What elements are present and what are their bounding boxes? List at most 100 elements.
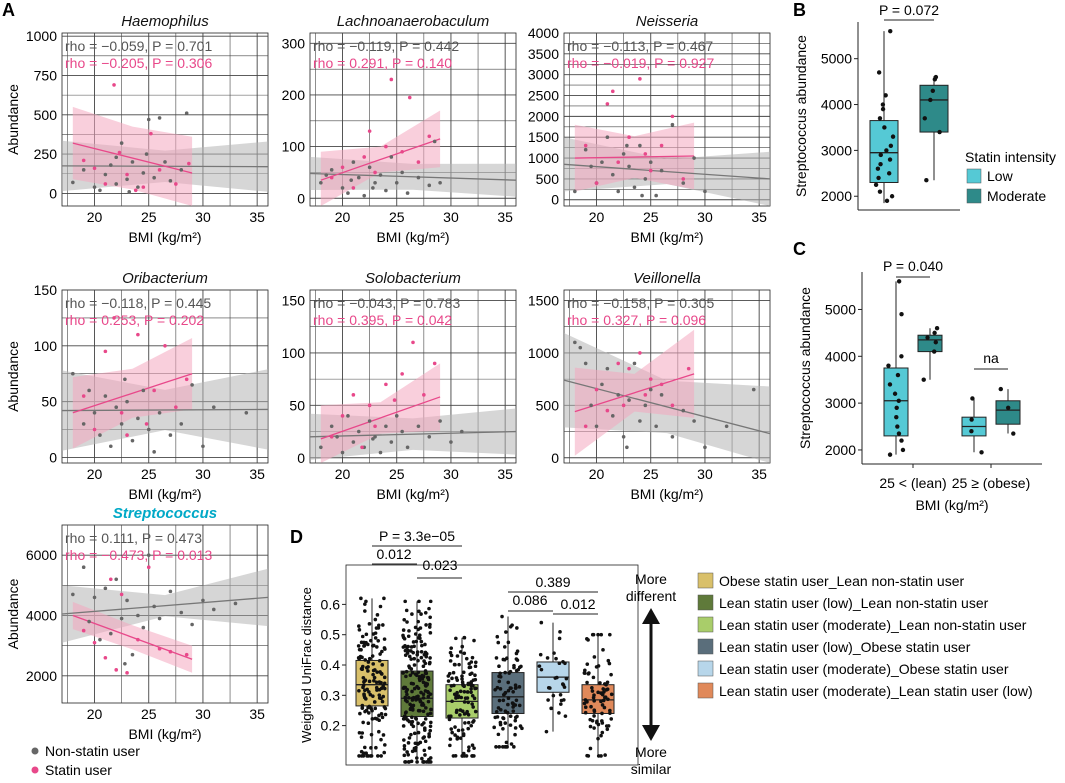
point-nonstatin (141, 171, 146, 175)
data-point (539, 667, 544, 672)
x-tick-label: 20 (87, 466, 103, 482)
x-axis-label: BMI (kg/m²) (128, 726, 201, 742)
point-nonstatin (233, 601, 238, 606)
data-point (382, 750, 387, 755)
data-point (503, 745, 507, 749)
data-point (899, 311, 904, 317)
data-point (405, 750, 409, 754)
point-statin (141, 185, 146, 189)
legend-title: Statin intensity (965, 149, 1056, 165)
point-nonstatin (81, 168, 86, 172)
data-point (380, 663, 385, 667)
data-point (428, 724, 433, 729)
data-point (899, 438, 904, 443)
x-tick-label: 35 (249, 706, 265, 722)
point-statin (81, 628, 86, 633)
y-tick-label: 1500 (528, 292, 559, 308)
point-nonstatin (71, 592, 75, 597)
point-statin (329, 434, 334, 439)
point-nonstatin (108, 631, 113, 636)
data-point (558, 630, 562, 634)
y-axis-label: Streptococcus abundance (793, 35, 809, 197)
data-point (447, 671, 452, 676)
legend-label: Obese statin user_Lean non-statin user (719, 573, 964, 589)
legend-label: Lean statin user (low)_Lean non-statin u… (719, 595, 989, 611)
data-point (467, 745, 471, 749)
data-point (586, 672, 591, 676)
data-point (382, 646, 387, 650)
data-point (934, 325, 940, 331)
point-statin (627, 135, 631, 140)
data-point (371, 632, 376, 636)
data-point (513, 726, 518, 730)
data-point (406, 760, 411, 764)
data-point (401, 628, 406, 632)
data-point (422, 735, 427, 739)
fit-line-statin (72, 614, 193, 660)
data-point (508, 723, 513, 727)
legend-swatch (697, 616, 714, 633)
x-tick-label: 25 (141, 466, 157, 482)
point-statin (362, 155, 367, 159)
point-nonstatin (119, 422, 124, 426)
data-point (382, 681, 387, 686)
data-point (458, 736, 463, 740)
point-nonstatin (610, 414, 615, 418)
data-point (461, 683, 465, 688)
data-point (599, 691, 603, 695)
data-point (455, 654, 460, 658)
point-nonstatin (384, 424, 388, 429)
y-tick-label: 0 (49, 449, 57, 465)
point-statin (157, 646, 162, 651)
x-tick-label: 20 (87, 706, 103, 722)
data-point (410, 706, 415, 711)
point-statin (605, 408, 610, 413)
data-point (425, 689, 430, 694)
point-nonstatin (427, 183, 432, 188)
point-nonstatin (335, 434, 339, 439)
data-point (513, 715, 518, 720)
point-statin (384, 382, 388, 387)
point-nonstatin (87, 619, 91, 624)
point-nonstatin (578, 345, 583, 350)
data-point (360, 664, 365, 669)
point-nonstatin (427, 434, 432, 439)
data-point (428, 692, 433, 696)
point-nonstatin (81, 565, 86, 570)
data-point (506, 640, 511, 645)
data-point (421, 680, 426, 685)
data-point (492, 725, 496, 730)
data-point (424, 760, 429, 764)
data-point (449, 684, 454, 688)
point-nonstatin (130, 438, 135, 443)
point-nonstatin (659, 168, 664, 173)
data-point (428, 615, 432, 620)
data-point (508, 686, 513, 690)
p-value-main: P = 3.3e−05 (379, 528, 455, 544)
point-nonstatin (616, 189, 621, 194)
fit-line-statin (72, 142, 193, 174)
data-point (454, 710, 459, 715)
x-tick-label: 30 (697, 466, 713, 482)
point-nonstatin (127, 190, 132, 194)
point-nonstatin (146, 117, 151, 122)
point-nonstatin (324, 173, 329, 177)
x-tick-label: 35 (249, 466, 265, 482)
data-point (357, 688, 361, 693)
y-tick-label: 0.6 (321, 596, 341, 612)
data-point (428, 760, 433, 764)
data-point (501, 726, 505, 731)
point-statin (133, 188, 138, 193)
data-point (495, 715, 500, 719)
point-nonstatin (610, 172, 615, 177)
y-tick-label: 2500 (528, 88, 559, 104)
data-point (514, 698, 519, 703)
y-tick-label: 2000 (26, 668, 57, 684)
more-different-label: More (635, 571, 667, 587)
scatter-streptococcus: 2000 4000 6000 20 25 30 35 rho = 0.111, P = 0.4… (5, 505, 269, 742)
data-point (370, 643, 375, 648)
box-panel-d: 0.2 0.3 0.4 0.5 0.6 Weighted UniFrac distance… (299, 528, 1033, 777)
data-point (417, 599, 421, 604)
point-nonstatin (648, 387, 653, 392)
point-statin (184, 652, 189, 657)
